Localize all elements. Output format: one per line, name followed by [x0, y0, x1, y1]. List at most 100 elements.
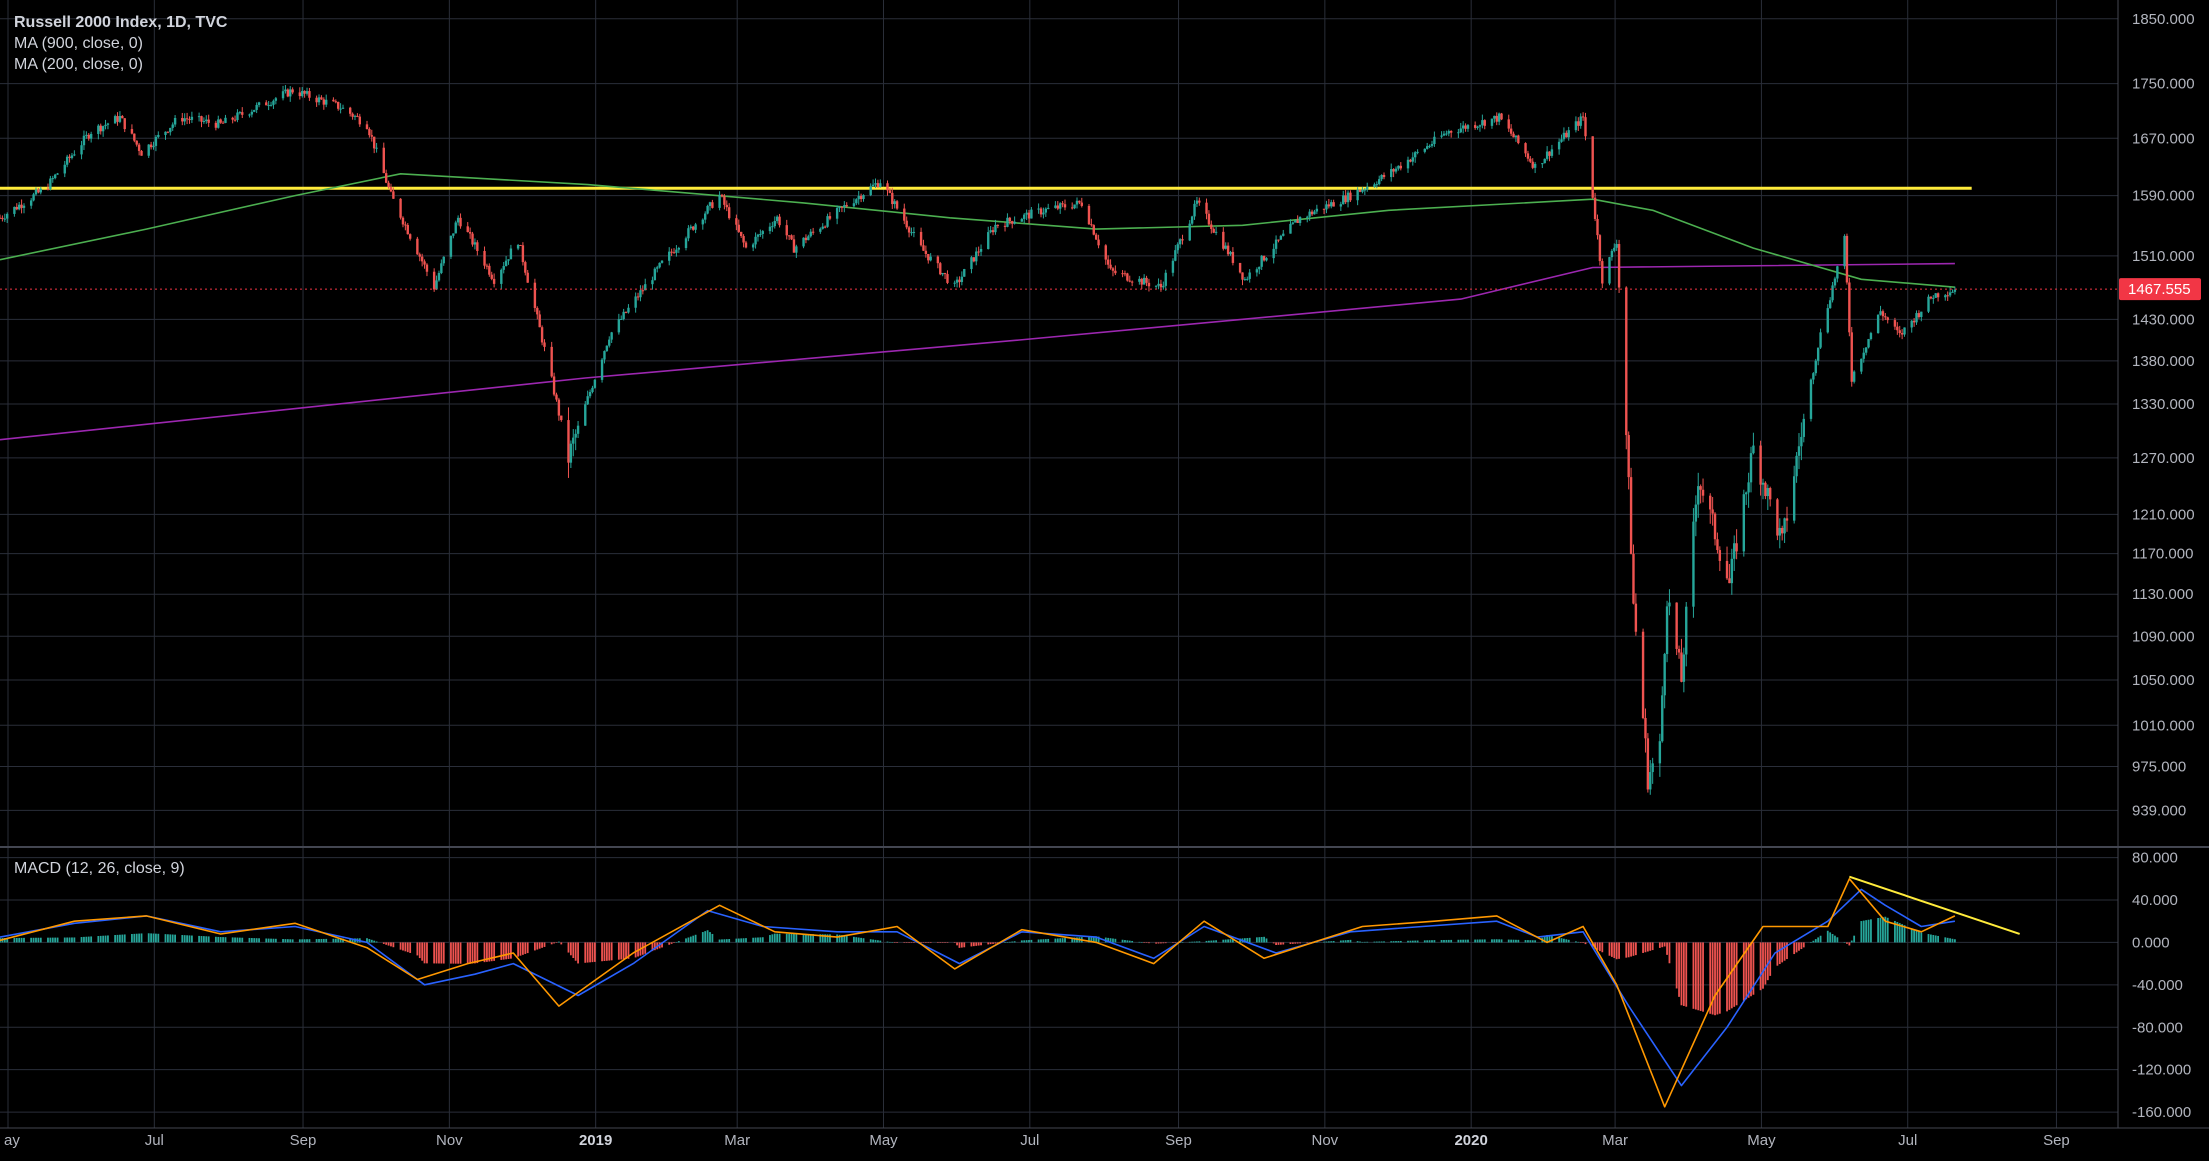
candle-body [1663, 654, 1666, 696]
macd-bar [469, 942, 472, 964]
candle-body [1397, 165, 1400, 169]
macd-bar [1493, 939, 1496, 943]
candle-body [1306, 216, 1309, 218]
time-tick-label: 2020 [1454, 1132, 1487, 1149]
candle-body [440, 263, 443, 274]
candle-body [452, 233, 455, 236]
macd-bar [198, 935, 200, 943]
candle-body [994, 224, 997, 233]
candle-body [248, 114, 251, 116]
macd-bar [1860, 921, 1863, 943]
price-pane [0, 85, 2118, 795]
macd-bar [541, 942, 543, 948]
candle-body [1531, 161, 1534, 168]
macd-bar [1431, 940, 1433, 943]
macd-bar [1255, 937, 1258, 943]
macd-bar [1467, 939, 1469, 943]
macd-bar [351, 938, 354, 943]
macd-bar [71, 937, 73, 943]
candle-body [692, 226, 695, 230]
macd-bar [1867, 919, 1870, 943]
candle-body [1142, 277, 1146, 285]
macd-bar [452, 942, 455, 964]
candle-body [1800, 436, 1803, 447]
candle-body [1478, 125, 1482, 127]
candle-body [1070, 207, 1074, 209]
macd-bar [1944, 937, 1947, 943]
macd-bar [1145, 942, 1148, 943]
candle-body [1238, 262, 1242, 273]
macd-bar [1279, 942, 1282, 945]
candle-body [1274, 239, 1278, 249]
candle-body [1176, 244, 1179, 251]
macd-bar [402, 942, 404, 951]
candle-body [1562, 132, 1566, 140]
candle-body [771, 226, 774, 228]
macd-bar [73, 937, 76, 943]
macd-bar [1730, 942, 1733, 1009]
macd-bar [421, 942, 424, 961]
candle-body [1459, 128, 1462, 133]
macd-bar [442, 942, 445, 964]
macd-bar [138, 933, 141, 943]
macd-bar [627, 942, 630, 959]
candle-body [1178, 239, 1182, 245]
macd-bar [723, 939, 726, 943]
candle-body [1845, 235, 1849, 283]
candle-body [1526, 153, 1530, 159]
candle-body [1596, 218, 1599, 236]
candle-body [574, 433, 577, 438]
macd-bar [399, 942, 402, 950]
candle-body [807, 236, 810, 241]
candle-body [1090, 224, 1093, 226]
candle-body [375, 147, 378, 149]
candle-body [305, 91, 309, 94]
time-tick-label: Jul [1898, 1132, 1917, 1149]
macd-bar [1332, 941, 1335, 943]
candle-body [754, 236, 757, 245]
candle-body [1054, 205, 1057, 208]
macd-bar [759, 937, 762, 943]
candle-body [1056, 205, 1060, 209]
candle-body [1104, 245, 1107, 260]
macd-bar [150, 933, 153, 943]
macd-bar [1759, 942, 1762, 991]
candle-body [1833, 278, 1837, 286]
macd-bar [553, 942, 555, 944]
candle-body [219, 119, 222, 123]
candle-body [636, 296, 640, 298]
macd-bar [454, 942, 457, 964]
macd-bar [1107, 937, 1110, 943]
candle-body [567, 420, 570, 463]
candle-body [1694, 504, 1698, 522]
macd-bar [488, 942, 491, 962]
macd-bar [104, 935, 107, 943]
macd-bar [1579, 942, 1582, 943]
candle-body [1634, 603, 1638, 632]
candle-body [1061, 203, 1064, 205]
candle-body [135, 140, 138, 145]
macd-bar [524, 942, 527, 954]
candle-body [1373, 184, 1376, 187]
macd-bar [550, 942, 553, 945]
candle-body [1836, 266, 1839, 279]
candle-body [365, 124, 369, 130]
candle-body [1289, 223, 1292, 234]
macd-bar [1411, 940, 1414, 943]
candle-body [104, 124, 107, 127]
macd-bar [994, 942, 997, 944]
candle-body [68, 156, 71, 158]
macd-bar [603, 942, 606, 962]
price-legend: Russell 2000 Index, 1D, TVC MA (900, clo… [14, 12, 227, 75]
macd-bar [1459, 939, 1462, 943]
macd-bar [373, 940, 376, 943]
macd-bar [1903, 925, 1906, 943]
candle-body [888, 190, 892, 193]
macd-bar [1407, 940, 1409, 943]
macd-bar [1090, 936, 1093, 943]
candle-body [164, 131, 167, 135]
candle-body [610, 332, 613, 340]
candle-body [708, 202, 712, 206]
candle-body [34, 189, 38, 195]
